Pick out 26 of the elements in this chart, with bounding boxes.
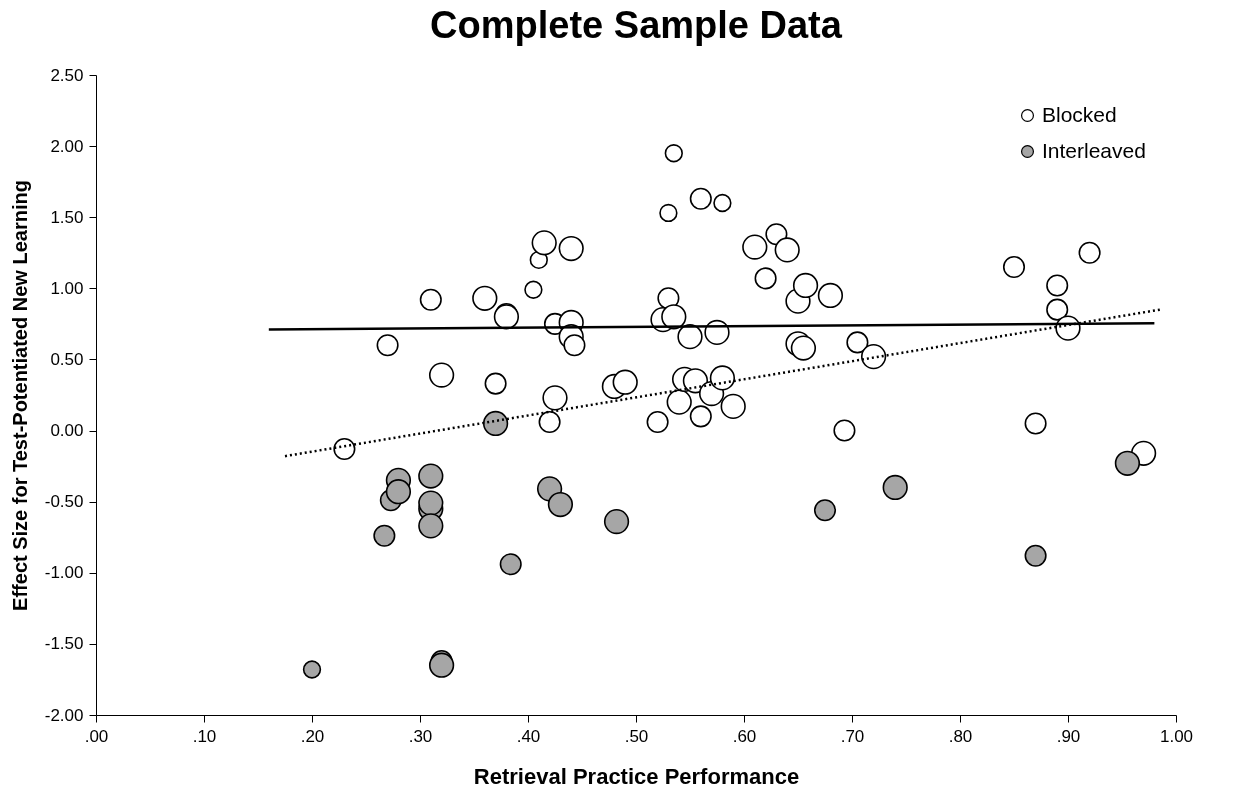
x-tick-label: .80 — [948, 726, 973, 746]
y-tick-label: -2.00 — [44, 705, 84, 725]
x-tick-label: .30 — [408, 726, 433, 746]
x-tick-label: 1.00 — [1159, 726, 1194, 746]
x-tick-label: .00 — [84, 726, 109, 746]
y-tick-label: 0.50 — [50, 349, 84, 369]
y-tick-label: -1.50 — [44, 634, 84, 654]
y-tick-label: 1.00 — [50, 278, 84, 298]
y-tick-label: 0.00 — [50, 421, 84, 441]
x-axis-title: Retrieval Practice Performance — [473, 763, 800, 789]
x-tick-label: .70 — [840, 726, 865, 746]
x-tick-label: .60 — [732, 726, 757, 746]
y-tick-label: -1.00 — [44, 563, 84, 583]
y-tick-label: 2.00 — [50, 136, 84, 156]
y-axis-title: Effect Size for Test-Potentiated New Learning — [8, 180, 31, 611]
x-tick-label: .90 — [1056, 726, 1081, 746]
legend-label: Blocked — [1042, 102, 1117, 126]
x-tick-label: .40 — [516, 726, 541, 746]
legend-label: Interleaved — [1042, 138, 1146, 162]
x-tick-label: .10 — [192, 726, 217, 746]
y-tick-label: 1.50 — [50, 207, 84, 227]
y-tick-label: -0.50 — [44, 492, 84, 512]
y-tick-label: 2.50 — [50, 65, 84, 85]
x-tick-label: .20 — [300, 726, 325, 746]
chart-title: Complete Sample Data — [430, 4, 843, 46]
x-tick-label: .50 — [624, 726, 649, 746]
